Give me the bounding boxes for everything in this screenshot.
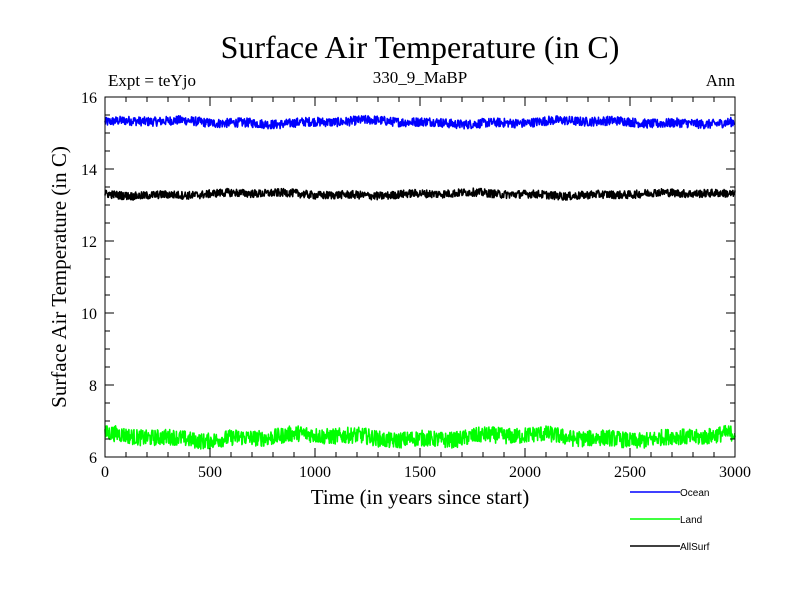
plot-frame xyxy=(104,96,736,458)
legend-label-land: Land xyxy=(680,515,702,526)
run-label: 330_9_MaBP xyxy=(373,68,467,87)
x-tick-label: 2000 xyxy=(509,464,541,481)
y-tick-label: 12 xyxy=(81,234,97,251)
series-line-allsurf xyxy=(104,187,736,201)
x-tick-label: 1000 xyxy=(299,464,331,481)
chart-title: Surface Air Temperature (in C) xyxy=(221,29,620,65)
y-tick-label: 10 xyxy=(81,306,97,323)
legend: Ocean Land AllSurf xyxy=(630,488,710,553)
series-layer xyxy=(104,114,736,450)
y-axis-label: Surface Air Temperature (in C) xyxy=(47,146,71,408)
x-tick-label: 0 xyxy=(101,464,109,481)
y-tick-label: 6 xyxy=(89,450,97,467)
series-line-land xyxy=(104,424,736,450)
x-tick-label: 500 xyxy=(198,464,222,481)
legend-label-allsurf: AllSurf xyxy=(680,542,710,553)
expt-label: Expt = teYjo xyxy=(108,71,196,90)
y-tick-label: 8 xyxy=(89,378,97,395)
x-tick-label: 2500 xyxy=(614,464,646,481)
x-axis-label: Time (in years since start) xyxy=(311,485,530,509)
ticks-layer: 0 500 1000 1500 2000 2500 3000 6 8 10 12 14 16 xyxy=(81,90,751,481)
x-tick-label: 3000 xyxy=(719,464,751,481)
y-tick-label: 16 xyxy=(81,90,97,107)
y-tick-label: 14 xyxy=(81,162,97,179)
legend-label-ocean: Ocean xyxy=(680,488,709,499)
x-tick-label: 1500 xyxy=(404,464,436,481)
series-line-ocean xyxy=(104,114,736,130)
season-label: Ann xyxy=(706,71,736,90)
